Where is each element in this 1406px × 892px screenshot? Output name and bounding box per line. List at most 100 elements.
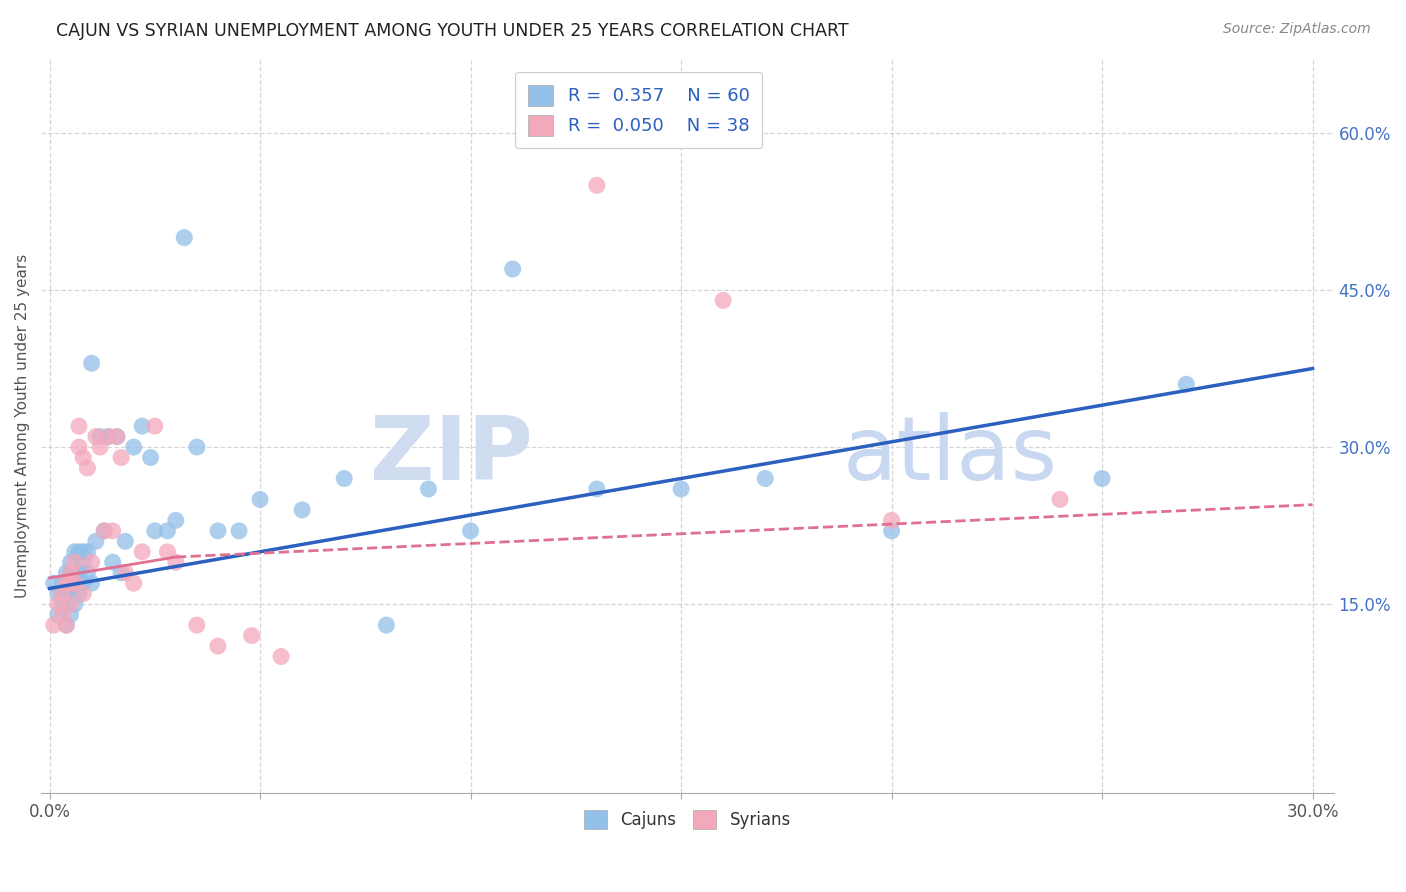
Point <box>156 545 179 559</box>
Point <box>63 597 86 611</box>
Point <box>76 566 98 580</box>
Point <box>51 587 73 601</box>
Point <box>63 566 86 580</box>
Point <box>122 576 145 591</box>
Point <box>51 607 73 622</box>
Point <box>72 545 94 559</box>
Point <box>63 545 86 559</box>
Point <box>76 545 98 559</box>
Text: atlas: atlas <box>842 412 1057 499</box>
Point <box>63 576 86 591</box>
Legend: Cajuns, Syrians: Cajuns, Syrians <box>576 803 797 836</box>
Point <box>55 576 77 591</box>
Point <box>80 555 103 569</box>
Point <box>122 440 145 454</box>
Point <box>114 534 136 549</box>
Point <box>42 576 65 591</box>
Point <box>460 524 482 538</box>
Point <box>165 555 187 569</box>
Point <box>228 524 250 538</box>
Point <box>110 450 132 465</box>
Point <box>59 587 82 601</box>
Point <box>67 545 90 559</box>
Point <box>67 587 90 601</box>
Point <box>59 607 82 622</box>
Point <box>63 576 86 591</box>
Point <box>59 566 82 580</box>
Point <box>131 545 153 559</box>
Point <box>42 618 65 632</box>
Point <box>240 629 263 643</box>
Point <box>80 576 103 591</box>
Point <box>55 566 77 580</box>
Point <box>165 513 187 527</box>
Point <box>93 524 115 538</box>
Point <box>80 356 103 370</box>
Point <box>291 503 314 517</box>
Point <box>84 534 107 549</box>
Point <box>63 555 86 569</box>
Point <box>880 513 903 527</box>
Point <box>72 576 94 591</box>
Point <box>51 576 73 591</box>
Point <box>67 566 90 580</box>
Point <box>207 524 229 538</box>
Point <box>84 429 107 443</box>
Point <box>143 524 166 538</box>
Point <box>156 524 179 538</box>
Point <box>105 429 128 443</box>
Point <box>93 524 115 538</box>
Point <box>105 429 128 443</box>
Point <box>67 440 90 454</box>
Point <box>711 293 734 308</box>
Point <box>72 587 94 601</box>
Point <box>101 555 124 569</box>
Point <box>51 597 73 611</box>
Point <box>67 419 90 434</box>
Point <box>59 576 82 591</box>
Point <box>139 450 162 465</box>
Point <box>207 639 229 653</box>
Point <box>1049 492 1071 507</box>
Text: ZIP: ZIP <box>370 412 533 499</box>
Text: CAJUN VS SYRIAN UNEMPLOYMENT AMONG YOUTH UNDER 25 YEARS CORRELATION CHART: CAJUN VS SYRIAN UNEMPLOYMENT AMONG YOUTH… <box>56 22 849 40</box>
Point <box>880 524 903 538</box>
Point <box>97 429 120 443</box>
Point <box>59 566 82 580</box>
Point <box>669 482 692 496</box>
Point <box>186 440 208 454</box>
Point <box>1091 471 1114 485</box>
Point <box>72 555 94 569</box>
Point <box>51 587 73 601</box>
Point <box>586 178 609 193</box>
Point <box>101 524 124 538</box>
Point <box>46 607 69 622</box>
Point <box>586 482 609 496</box>
Y-axis label: Unemployment Among Youth under 25 years: Unemployment Among Youth under 25 years <box>15 254 30 599</box>
Point <box>502 262 524 277</box>
Point <box>76 461 98 475</box>
Point <box>72 450 94 465</box>
Point <box>418 482 440 496</box>
Point <box>1175 377 1198 392</box>
Point <box>59 555 82 569</box>
Point <box>55 618 77 632</box>
Point <box>46 587 69 601</box>
Point <box>59 576 82 591</box>
Point <box>754 471 776 485</box>
Point <box>249 492 271 507</box>
Point <box>270 649 292 664</box>
Point <box>89 429 111 443</box>
Point <box>186 618 208 632</box>
Point <box>375 618 398 632</box>
Point <box>55 576 77 591</box>
Point <box>97 429 120 443</box>
Point <box>143 419 166 434</box>
Text: Source: ZipAtlas.com: Source: ZipAtlas.com <box>1223 22 1371 37</box>
Point <box>114 566 136 580</box>
Point <box>89 440 111 454</box>
Point <box>59 597 82 611</box>
Point <box>333 471 356 485</box>
Point <box>55 587 77 601</box>
Point <box>46 597 69 611</box>
